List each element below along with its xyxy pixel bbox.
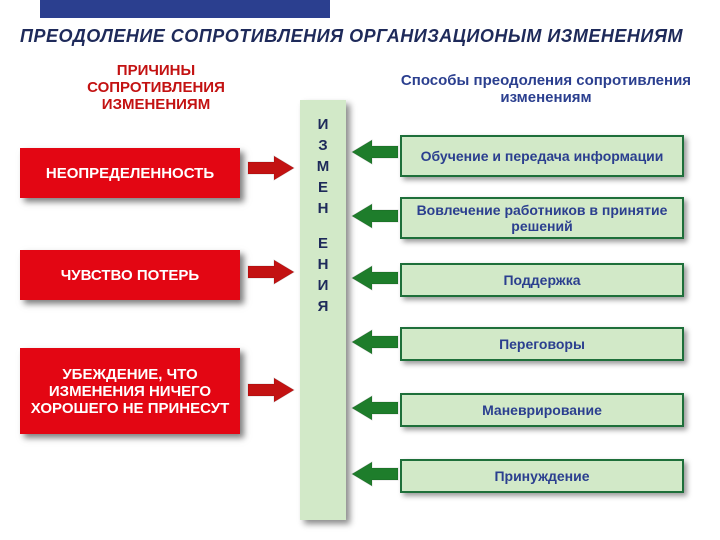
center-letter: И xyxy=(300,275,346,296)
subtitle-methods: Способы преодоления сопротивления измене… xyxy=(396,72,696,106)
arrow-right-icon xyxy=(246,377,296,403)
center-column-changes: ИЗМЕНЕНИЯ xyxy=(300,100,346,520)
method-box: Принуждение xyxy=(400,459,684,493)
center-letter: Н xyxy=(300,254,346,275)
cause-box: НЕОПРЕДЕЛЕННОСТЬ xyxy=(20,148,240,198)
center-letter: Е xyxy=(300,233,346,254)
arrow-right-icon xyxy=(246,155,296,181)
method-box: Переговоры xyxy=(400,327,684,361)
method-box: Вовлечение работников в принятие решений xyxy=(400,197,684,239)
cause-box: УБЕЖДЕНИЕ, ЧТО ИЗМЕНЕНИЯ НИЧЕГО ХОРОШЕГО… xyxy=(20,348,240,434)
center-letter: М xyxy=(300,156,346,177)
arrow-left-icon xyxy=(350,329,400,355)
method-box: Обучение и передача информации xyxy=(400,135,684,177)
center-letter: З xyxy=(300,135,346,156)
top-accent-bar xyxy=(40,0,330,18)
center-letter: И xyxy=(300,114,346,135)
arrow-left-icon xyxy=(350,139,400,165)
subtitle-causes: ПРИЧИНЫ СОПРОТИВЛЕНИЯ ИЗМЕНЕНИЯМ xyxy=(66,62,246,113)
arrow-right-icon xyxy=(246,259,296,285)
center-letter: Я xyxy=(300,296,346,317)
center-letter: Н xyxy=(300,198,346,219)
arrow-left-icon xyxy=(350,203,400,229)
slide-title: ПРЕОДОЛЕНИЕ СОПРОТИВЛЕНИЯ ОРГАНИЗАЦИОНЫМ… xyxy=(20,26,700,47)
arrow-left-icon xyxy=(350,395,400,421)
cause-box: ЧУВСТВО ПОТЕРЬ xyxy=(20,250,240,300)
method-box: Маневрирование xyxy=(400,393,684,427)
method-box: Поддержка xyxy=(400,263,684,297)
arrow-left-icon xyxy=(350,461,400,487)
arrow-left-icon xyxy=(350,265,400,291)
center-letter: Е xyxy=(300,177,346,198)
